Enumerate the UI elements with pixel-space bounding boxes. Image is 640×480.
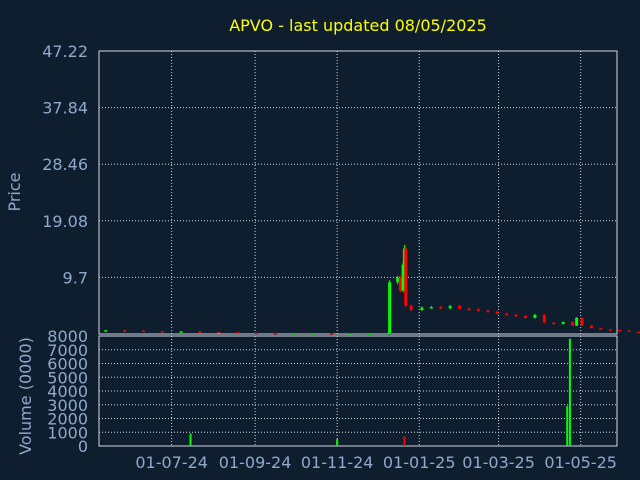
volume-bar: [403, 436, 406, 446]
price-tick-label: 37.84: [42, 99, 88, 118]
date-tick-label: 01-05-25: [544, 453, 617, 472]
price-candle: [575, 317, 579, 326]
price-candle: [388, 282, 392, 333]
price-candle: [524, 316, 528, 318]
price-candle: [599, 328, 603, 330]
price-candle: [349, 333, 353, 336]
volume-axis-label: Volume (0000): [16, 337, 35, 455]
volume-tick-label: 5000: [47, 368, 88, 387]
price-candle: [571, 322, 575, 326]
volume-bar: [336, 439, 339, 446]
price-candle: [458, 306, 462, 309]
volume-tick-label: 8000: [47, 327, 88, 346]
price-candle: [637, 331, 640, 334]
price-candle: [179, 331, 183, 333]
price-candle: [580, 317, 584, 326]
price-candle: [292, 333, 296, 335]
price-tick-label: 28.46: [42, 155, 88, 174]
price-candle: [409, 305, 413, 310]
price-candle: [404, 248, 408, 306]
price-candle: [104, 330, 108, 332]
price-axis-label: Price: [5, 172, 24, 211]
price-candle: [396, 278, 400, 283]
price-candle: [542, 314, 546, 323]
price-candle: [386, 332, 390, 335]
price-candle: [429, 306, 433, 309]
volume-tick-label: 6000: [47, 355, 88, 374]
price-candle: [198, 331, 202, 333]
price-candle: [217, 332, 221, 334]
price-candle: [401, 264, 405, 291]
date-tick-label: 01-01-25: [383, 453, 456, 472]
volume-tick-label: 7000: [47, 341, 88, 360]
price-candle: [486, 310, 490, 313]
price-tick-label: 47.22: [42, 42, 88, 61]
date-tick-label: 01-09-24: [219, 453, 292, 472]
price-candle: [533, 314, 537, 318]
price-candle: [141, 330, 145, 333]
price-candle: [505, 313, 509, 316]
price-tick-label: 9.7: [63, 268, 88, 287]
price-candle: [627, 330, 631, 333]
price-candle: [311, 333, 315, 335]
price-candle: [561, 322, 565, 324]
chart-title: APVO - last updated 08/05/2025: [229, 16, 487, 35]
price-candle: [439, 306, 443, 309]
price-candle: [589, 325, 593, 329]
price-candle: [448, 306, 452, 309]
price-candle: [618, 329, 622, 332]
volume-tick-label: 0: [78, 437, 88, 456]
price-candle: [495, 311, 499, 314]
volume-tick-label: 2000: [47, 410, 88, 429]
price-candle: [552, 322, 556, 325]
price-candle: [160, 331, 164, 333]
price-candle: [467, 308, 471, 311]
price-candle: [273, 332, 277, 335]
price-tick-label: 19.08: [42, 212, 88, 231]
volume-tick-label: 1000: [47, 423, 88, 442]
price-candle: [476, 309, 480, 311]
price-candle: [367, 333, 371, 335]
date-tick-label: 01-11-24: [301, 453, 374, 472]
price-candle: [254, 332, 258, 335]
date-tick-label: 01-07-24: [135, 453, 208, 472]
price-candle: [398, 278, 402, 291]
price-candle: [420, 307, 424, 310]
price-plot-frame: [98, 50, 618, 335]
volume-bar: [566, 406, 569, 446]
price-candle: [236, 332, 240, 334]
price-candle: [123, 330, 127, 332]
price-candle: [514, 314, 518, 317]
price-panel: 47.22 37.84 28.46 19.08 9.7: [42, 42, 640, 336]
price-candle: [608, 329, 612, 331]
volume-bar: [189, 433, 192, 446]
price-candle: [330, 333, 334, 335]
date-tick-label: 01-03-25: [462, 453, 535, 472]
volume-tick-label: 3000: [47, 396, 88, 415]
volume-bar: [568, 338, 571, 446]
volume-tick-label: 4000: [47, 382, 88, 401]
